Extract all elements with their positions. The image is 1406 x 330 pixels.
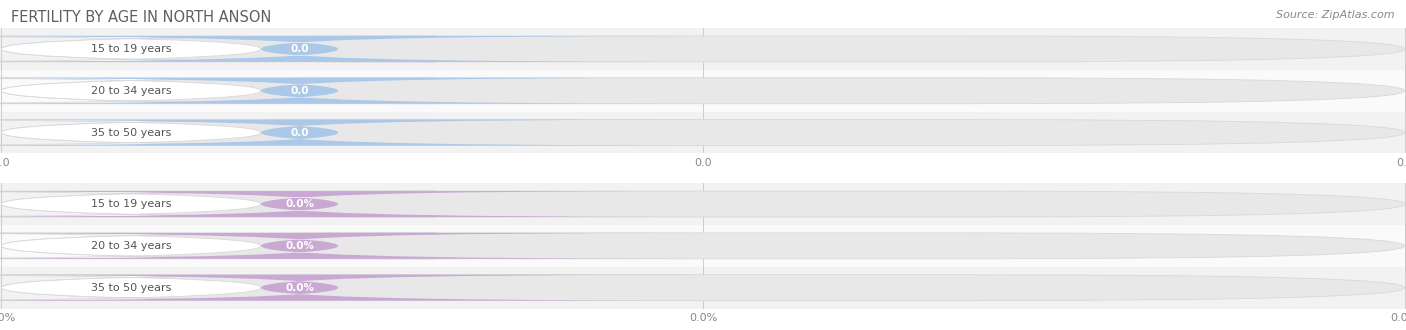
FancyBboxPatch shape (0, 119, 696, 146)
Bar (0, 183, 1406, 225)
FancyBboxPatch shape (1, 191, 1405, 217)
Bar (0, 112, 1406, 153)
FancyBboxPatch shape (0, 78, 436, 104)
FancyBboxPatch shape (0, 36, 696, 62)
Text: 15 to 19 years: 15 to 19 years (91, 44, 172, 54)
Text: 35 to 50 years: 35 to 50 years (91, 283, 172, 293)
FancyBboxPatch shape (0, 275, 436, 301)
FancyBboxPatch shape (0, 191, 696, 217)
Text: 20 to 34 years: 20 to 34 years (91, 241, 172, 251)
FancyBboxPatch shape (0, 233, 436, 259)
Text: 15 to 19 years: 15 to 19 years (91, 199, 172, 209)
Text: FERTILITY BY AGE IN NORTH ANSON: FERTILITY BY AGE IN NORTH ANSON (11, 10, 271, 25)
Text: 0.0: 0.0 (290, 128, 309, 138)
Bar (0, 28, 1406, 70)
Text: 20 to 34 years: 20 to 34 years (91, 86, 172, 96)
Bar (0, 225, 1406, 267)
Text: 0.0: 0.0 (290, 86, 309, 96)
FancyBboxPatch shape (0, 191, 436, 217)
Text: 0.0%: 0.0% (285, 199, 314, 209)
Text: 35 to 50 years: 35 to 50 years (91, 128, 172, 138)
FancyBboxPatch shape (0, 275, 696, 301)
FancyBboxPatch shape (1, 119, 1405, 146)
FancyBboxPatch shape (0, 233, 696, 259)
Text: Source: ZipAtlas.com: Source: ZipAtlas.com (1277, 10, 1395, 20)
Bar (0, 70, 1406, 112)
FancyBboxPatch shape (0, 36, 436, 62)
Text: 0.0: 0.0 (290, 44, 309, 54)
FancyBboxPatch shape (1, 233, 1405, 259)
FancyBboxPatch shape (1, 275, 1405, 301)
FancyBboxPatch shape (1, 36, 1405, 62)
FancyBboxPatch shape (0, 78, 696, 104)
Text: 0.0%: 0.0% (285, 283, 314, 293)
FancyBboxPatch shape (1, 78, 1405, 104)
Bar (0, 267, 1406, 309)
FancyBboxPatch shape (0, 119, 436, 146)
Text: 0.0%: 0.0% (285, 241, 314, 251)
